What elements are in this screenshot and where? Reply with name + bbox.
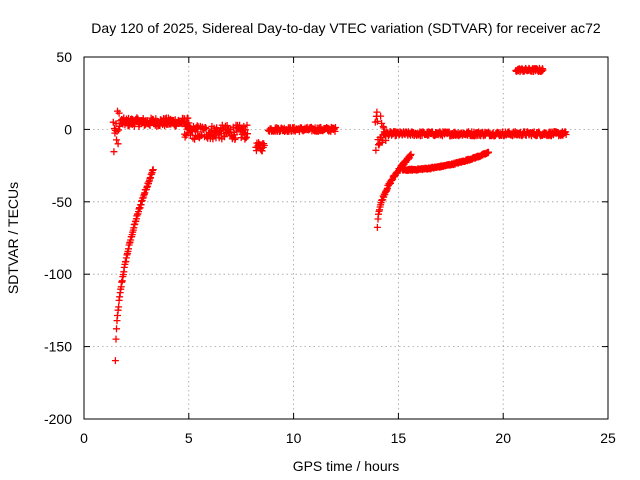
y-tick-label: -200 (44, 411, 72, 427)
x-tick-label: 20 (495, 430, 511, 446)
data-point-high-cluster (539, 66, 547, 74)
data-point-early-cluster-1 (114, 140, 122, 148)
data-point-late-cluster (373, 117, 381, 125)
data-point-early-rise (115, 303, 123, 311)
data-point-band-dip (258, 147, 266, 155)
y-tick-label: 0 (64, 121, 72, 137)
data-point-early-cluster-1 (110, 148, 118, 156)
x-tick-label: 0 (80, 430, 88, 446)
data-point-band-main-2 (220, 133, 228, 141)
chart-title: Day 120 of 2025, Sidereal Day-to-day VTE… (91, 20, 601, 36)
x-tick-labels: 0 5 10 15 20 25 (80, 430, 616, 446)
y-tick-label: -150 (44, 339, 72, 355)
data-point-early-cluster-1 (112, 120, 120, 128)
x-axis-label: GPS time / hours (293, 458, 400, 474)
data-point-late-cluster (378, 119, 386, 127)
data-point-band-main-2 (243, 121, 251, 129)
data-point-band-main-1 (184, 114, 192, 122)
axis-ticks (83, 56, 609, 420)
data-point-early-rise (112, 335, 120, 343)
data-point-early-rise (111, 357, 119, 365)
y-axis-label: SDTVAR / TECUs (5, 182, 21, 294)
data-point-band-main-2 (202, 125, 210, 132)
data-point-band-main-2 (191, 135, 199, 143)
x-tick-label: 25 (600, 430, 616, 446)
data-point-band-main-4 (332, 124, 339, 131)
data-point-band-main-2 (244, 130, 251, 138)
data-points (109, 64, 570, 365)
data-point-early-rise (113, 325, 120, 333)
data-point-early-cluster-1 (113, 136, 120, 144)
plot-frame (83, 56, 609, 420)
x-tick-label: 10 (286, 430, 302, 446)
data-point-late-cluster (372, 146, 380, 154)
data-point-band-main-2 (241, 126, 249, 134)
data-point-early-cluster-1 (115, 109, 123, 117)
data-point-late-rise (407, 150, 415, 158)
data-point-late-cluster (373, 108, 381, 116)
data-point-late-cluster (377, 112, 385, 120)
data-point-early-rise (149, 166, 157, 174)
y-tick-label: -100 (44, 266, 72, 282)
data-point-band-main-5 (562, 131, 570, 138)
data-point-late-rise (373, 223, 381, 231)
data-point-band-main-2 (240, 129, 248, 137)
y-tick-label: 50 (56, 49, 72, 65)
data-point-band-dip (260, 142, 268, 149)
data-point-mid-curve (485, 148, 492, 156)
data-point-early-cluster-1 (115, 126, 123, 134)
data-point-band-main-2 (240, 122, 248, 130)
data-point-early-cluster-1 (113, 127, 121, 135)
x-tick-label: 15 (391, 430, 407, 446)
grid (84, 57, 608, 419)
y-tick-labels: -200 -150 -100 -50 0 50 (44, 49, 72, 427)
data-point-band-main-2 (242, 133, 250, 141)
x-tick-label: 5 (185, 430, 193, 446)
y-tick-label: -50 (52, 194, 72, 210)
